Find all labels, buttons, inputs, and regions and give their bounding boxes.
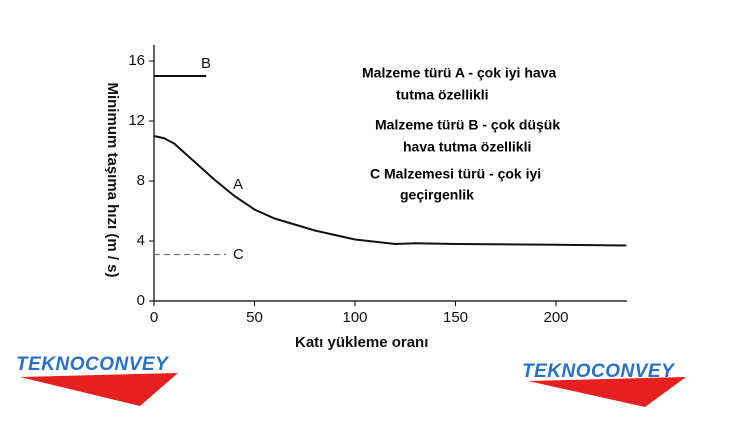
y-tick-label: 8 (137, 172, 145, 189)
series-label: B (201, 55, 211, 72)
x-tick-label: 150 (443, 309, 468, 326)
annotation: Malzeme türü B - çok düşük (375, 117, 560, 133)
y-axis-label: Minimum taşıma hızı (m / s) (104, 82, 121, 277)
series-label: C (233, 246, 244, 263)
y-tick-label: 12 (128, 112, 145, 129)
annotation: geçirgenlik (400, 187, 474, 203)
x-tick-label: 200 (543, 309, 568, 326)
annotation: hava tutma özellikli (403, 139, 531, 155)
x-tick-label: 100 (342, 309, 367, 326)
series-line (153, 135, 627, 247)
y-tick-label: 0 (137, 292, 145, 309)
x-tick-label: 50 (246, 309, 263, 326)
annotation: C Malzemesi türü - çok iyi (370, 166, 541, 182)
logo-swoosh (528, 377, 686, 407)
x-tick-label: 0 (150, 309, 158, 326)
y-tick-label: 4 (137, 232, 145, 249)
logo: TEKNOCONVEY (522, 361, 676, 382)
x-axis-label: Katı yükleme oranı (295, 334, 428, 351)
annotation: Malzeme türü A - çok iyi hava (362, 65, 556, 81)
logo: TEKNOCONVEY (16, 354, 170, 375)
logo-swoosh (20, 373, 178, 406)
series-label: A (233, 176, 243, 193)
annotation: tutma özellikli (396, 87, 489, 103)
y-tick-label: 16 (128, 52, 145, 69)
